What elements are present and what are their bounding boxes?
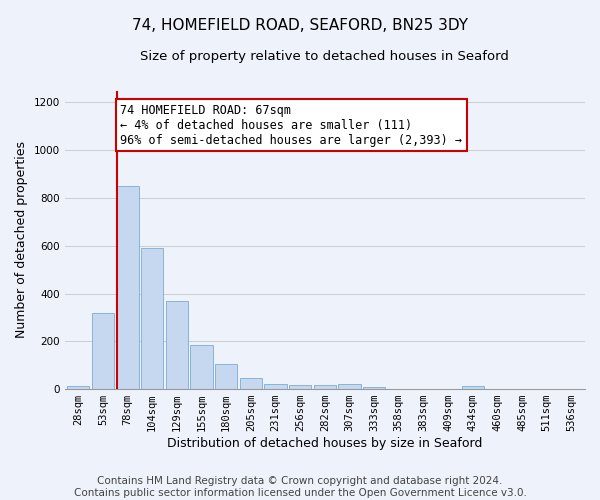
Text: 74, HOMEFIELD ROAD, SEAFORD, BN25 3DY: 74, HOMEFIELD ROAD, SEAFORD, BN25 3DY — [132, 18, 468, 32]
X-axis label: Distribution of detached houses by size in Seaford: Distribution of detached houses by size … — [167, 437, 482, 450]
Text: Contains HM Land Registry data © Crown copyright and database right 2024.
Contai: Contains HM Land Registry data © Crown c… — [74, 476, 526, 498]
Bar — [67, 386, 89, 389]
Bar — [190, 345, 212, 389]
Bar — [314, 385, 336, 389]
Bar — [265, 384, 287, 389]
Text: 74 HOMEFIELD ROAD: 67sqm
← 4% of detached houses are smaller (111)
96% of semi-d: 74 HOMEFIELD ROAD: 67sqm ← 4% of detache… — [121, 104, 463, 146]
Bar — [116, 186, 139, 389]
Bar — [289, 385, 311, 389]
Bar — [141, 248, 163, 389]
Title: Size of property relative to detached houses in Seaford: Size of property relative to detached ho… — [140, 50, 509, 63]
Bar — [166, 300, 188, 389]
Bar — [240, 378, 262, 389]
Bar — [92, 312, 114, 389]
Bar — [338, 384, 361, 389]
Y-axis label: Number of detached properties: Number of detached properties — [15, 142, 28, 338]
Bar — [461, 386, 484, 389]
Bar — [363, 386, 385, 389]
Bar — [215, 364, 237, 389]
